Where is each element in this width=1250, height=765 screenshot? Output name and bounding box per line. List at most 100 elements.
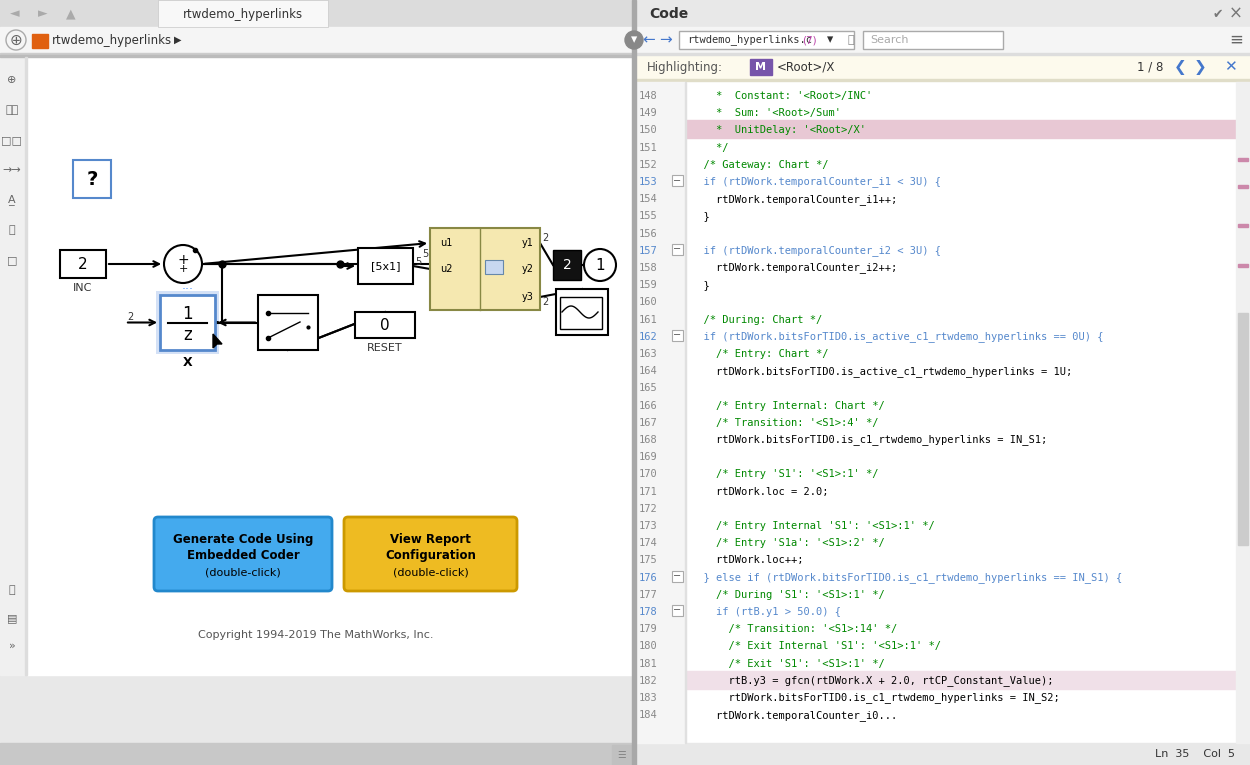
Text: −: −	[674, 571, 681, 581]
Text: 155: 155	[639, 211, 658, 221]
Bar	[862, 31, 1002, 49]
Text: <Root>/X: <Root>/X	[778, 60, 835, 73]
Text: rtDWork.temporalCounter_i1++;: rtDWork.temporalCounter_i1++;	[691, 194, 898, 205]
Bar	[679, 31, 854, 49]
Bar	[635, 53, 1250, 55]
Text: ←: ←	[642, 32, 655, 47]
Bar	[0, 27, 632, 53]
Bar	[672, 244, 682, 255]
Bar	[72, 160, 111, 198]
Text: 1 / 8: 1 / 8	[1136, 60, 1164, 73]
Text: 180: 180	[639, 641, 658, 652]
Text: Generate Code Using: Generate Code Using	[173, 533, 314, 546]
Text: /* Entry Internal 'S1': '<S1>:1' */: /* Entry Internal 'S1': '<S1>:1' */	[691, 521, 935, 531]
Text: (double-click): (double-click)	[392, 568, 469, 578]
Text: 164: 164	[639, 366, 658, 376]
Bar	[158, 0, 328, 27]
Text: rtDWork.temporalCounter_i2++;: rtDWork.temporalCounter_i2++;	[691, 262, 898, 273]
Text: 150: 150	[639, 125, 658, 135]
Text: rtDWork.bitsForTID0.is_c1_rtwdemo_hyperlinks = IN_S2;: rtDWork.bitsForTID0.is_c1_rtwdemo_hyperl…	[691, 692, 1060, 704]
Text: 151: 151	[639, 142, 658, 152]
Text: 152: 152	[639, 160, 658, 170]
Text: rtwdemo_hyperlinks.c: rtwdemo_hyperlinks.c	[688, 34, 812, 45]
Text: *  Constant: '<Root>/INC': * Constant: '<Root>/INC'	[691, 91, 872, 101]
Bar	[560, 297, 602, 329]
Bar	[635, 55, 1250, 79]
Text: 168: 168	[639, 435, 658, 445]
Text: Search: Search	[870, 35, 909, 45]
Text: rtDWork.bitsForTID0.is_active_c1_rtwdemo_hyperlinks = 1U;: rtDWork.bitsForTID0.is_active_c1_rtwdemo…	[691, 366, 1072, 376]
Text: ▾: ▾	[828, 34, 832, 47]
Text: 0: 0	[380, 317, 390, 333]
Text: 166: 166	[639, 401, 658, 411]
Text: z: z	[184, 326, 192, 343]
Bar	[612, 745, 632, 765]
Bar	[28, 57, 632, 675]
Text: 2: 2	[542, 233, 549, 243]
Text: 176: 176	[639, 572, 658, 583]
Text: 178: 178	[639, 607, 658, 617]
Bar	[156, 291, 219, 354]
Text: /* During 'S1': '<S1>:1' */: /* During 'S1': '<S1>:1' */	[691, 590, 885, 600]
Text: −: −	[674, 244, 681, 254]
Text: »: »	[9, 641, 15, 651]
Text: 2: 2	[79, 256, 88, 272]
Bar	[160, 295, 215, 350]
Text: [5x1]: [5x1]	[371, 261, 400, 271]
Bar	[355, 312, 415, 338]
Text: 1: 1	[595, 258, 605, 272]
Text: ✔: ✔	[1212, 8, 1224, 21]
Text: +: +	[177, 253, 189, 267]
Text: 158: 158	[639, 263, 658, 273]
FancyBboxPatch shape	[344, 517, 518, 591]
Text: ￭: ￭	[9, 585, 15, 595]
Text: −: −	[674, 330, 681, 340]
Bar	[0, 57, 25, 675]
Text: /* Transition: '<S1>:14' */: /* Transition: '<S1>:14' */	[691, 624, 898, 634]
Circle shape	[6, 30, 26, 50]
Text: if (rtDWork.temporalCounter_i2 < 3U) {: if (rtDWork.temporalCounter_i2 < 3U) {	[691, 246, 941, 256]
Circle shape	[164, 245, 202, 283]
Text: 173: 173	[639, 521, 658, 531]
Text: 182: 182	[639, 675, 658, 685]
Text: 170: 170	[639, 470, 658, 480]
Text: /* During: Chart */: /* During: Chart */	[691, 314, 823, 324]
Text: rtDWork.loc = 2.0;: rtDWork.loc = 2.0;	[691, 487, 829, 496]
Text: ...: ...	[181, 278, 194, 291]
Text: 172: 172	[639, 504, 658, 514]
Text: /* Entry 'S1a': '<S1>:2' */: /* Entry 'S1a': '<S1>:2' */	[691, 539, 885, 549]
Text: }: }	[691, 280, 710, 290]
Text: ⊕: ⊕	[8, 75, 16, 85]
Text: 2: 2	[127, 311, 134, 321]
Text: −: −	[674, 175, 681, 185]
Bar	[672, 571, 682, 581]
Text: }: }	[691, 211, 710, 221]
Bar	[672, 175, 682, 186]
Text: y3: y3	[522, 292, 534, 302]
Text: rtDWork.temporalCounter_i0...: rtDWork.temporalCounter_i0...	[691, 710, 898, 721]
Text: 171: 171	[639, 487, 658, 496]
Text: 153: 153	[639, 177, 658, 187]
Text: Copyright 1994-2019 The MathWorks, Inc.: Copyright 1994-2019 The MathWorks, Inc.	[199, 630, 434, 640]
Text: 160: 160	[639, 298, 658, 308]
Text: ▲: ▲	[66, 8, 76, 21]
Text: M: M	[755, 62, 766, 72]
Text: if (rtDWork.temporalCounter_i1 < 3U) {: if (rtDWork.temporalCounter_i1 < 3U) {	[691, 177, 941, 187]
Text: ✕: ✕	[1224, 60, 1236, 74]
Bar	[357, 248, 412, 284]
Text: ⊕: ⊕	[10, 32, 22, 47]
Text: u1: u1	[440, 238, 452, 248]
Text: 184: 184	[639, 710, 658, 720]
Bar	[1238, 314, 1248, 545]
Text: rtwdemo_hyperlinks: rtwdemo_hyperlinks	[182, 8, 302, 21]
Text: /* Entry Internal: Chart */: /* Entry Internal: Chart */	[691, 401, 885, 411]
Text: 🔍: 🔍	[848, 35, 854, 45]
Text: 149: 149	[639, 108, 658, 119]
Text: 159: 159	[639, 280, 658, 290]
Text: ☰: ☰	[618, 750, 626, 760]
Text: ￭: ￭	[9, 225, 15, 235]
Circle shape	[625, 31, 642, 49]
Text: ❯: ❯	[1194, 60, 1206, 74]
Bar	[1238, 158, 1248, 161]
Text: rtDWork.loc++;: rtDWork.loc++;	[691, 555, 804, 565]
